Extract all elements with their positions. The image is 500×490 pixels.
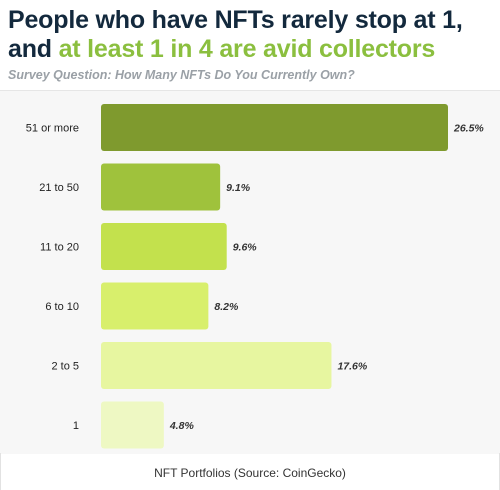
figure-caption: NFT Portfolios (Source: CoinGecko) (154, 466, 346, 480)
value-label: 17.6% (337, 361, 367, 373)
value-label: 9.1% (226, 182, 251, 194)
category-label: 1 (73, 420, 79, 432)
category-label: 11 to 20 (40, 242, 79, 254)
bar (101, 282, 209, 330)
frame-border-left (0, 453, 1, 490)
value-label: 26.5% (453, 123, 484, 135)
category-label: 21 to 50 (39, 182, 79, 194)
category-label: 51 or more (26, 123, 79, 135)
title-line-2-prefix: and (8, 35, 59, 63)
bar (101, 401, 164, 449)
chart-subtitle: Survey Question: How Many NFTs Do You Cu… (8, 68, 355, 82)
bar-chart-area: 51 or more 26.5% 21 to 50 9.1% 11 to 20 9.6% 6… (0, 90, 500, 454)
bar (101, 223, 227, 270)
title-line-1: People who have NFTs rarely stop at 1, (8, 6, 463, 34)
value-label: 8.2% (214, 301, 239, 313)
title-line-2-accent: at least 1 in 4 are avid collectors (58, 35, 436, 63)
bar (101, 163, 221, 211)
value-label: 9.6% (233, 242, 258, 254)
chart-title: People who have NFTs rarely stop at 1, a… (8, 6, 498, 64)
chart-header: People who have NFTs rarely stop at 1, a… (8, 6, 498, 82)
category-label: 6 to 10 (45, 301, 79, 313)
category-label: 2 to 5 (51, 361, 79, 373)
bar (101, 104, 448, 151)
value-label: 4.8% (169, 420, 195, 432)
bar-chart: 51 or more 26.5% 21 to 50 9.1% 11 to 20 9.6% 6… (26, 104, 484, 449)
bar (101, 342, 332, 389)
